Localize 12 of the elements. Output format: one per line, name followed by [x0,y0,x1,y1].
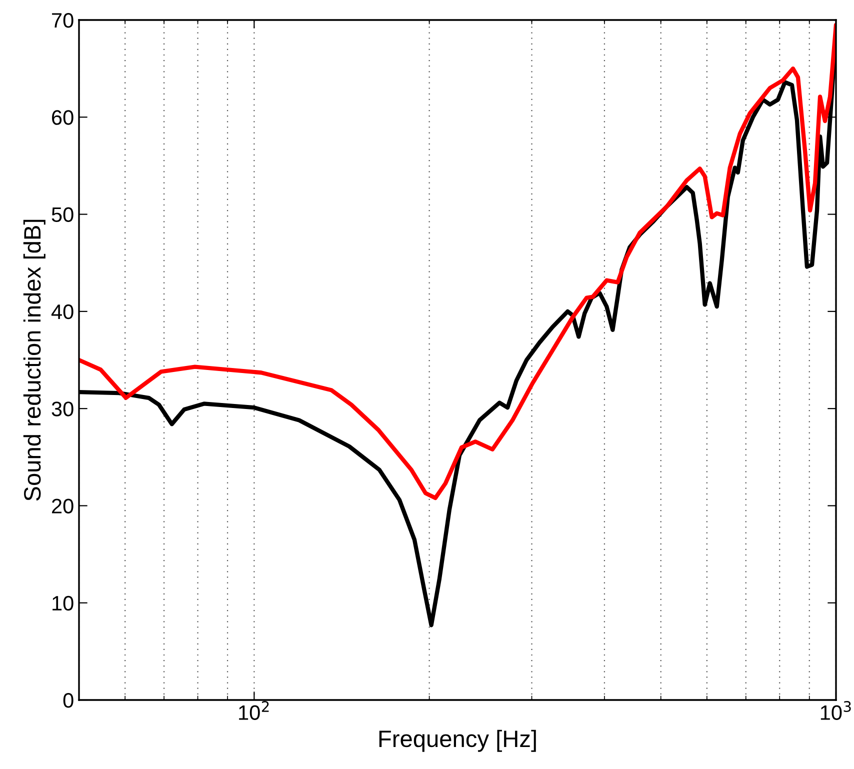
y-tick-label: 10 [52,596,74,611]
y-tick-label: 70 [52,13,74,28]
y-tick-label: 50 [52,207,74,222]
y-tick-label: 30 [52,402,74,416]
y-axis-title: Sound reduction index [dB] [23,220,46,501]
x-axis-title: Frequency [Hz] [379,730,536,752]
y-tick-label: 0 [63,693,74,708]
x-tick-label: 10$^{2}$ [239,701,269,720]
y-tick-label: 20 [52,498,74,514]
y-tick-label: 60 [52,110,74,125]
y-tick-label: 40 [51,304,74,320]
x-tick-label: 10$^{3}$ [820,701,851,720]
